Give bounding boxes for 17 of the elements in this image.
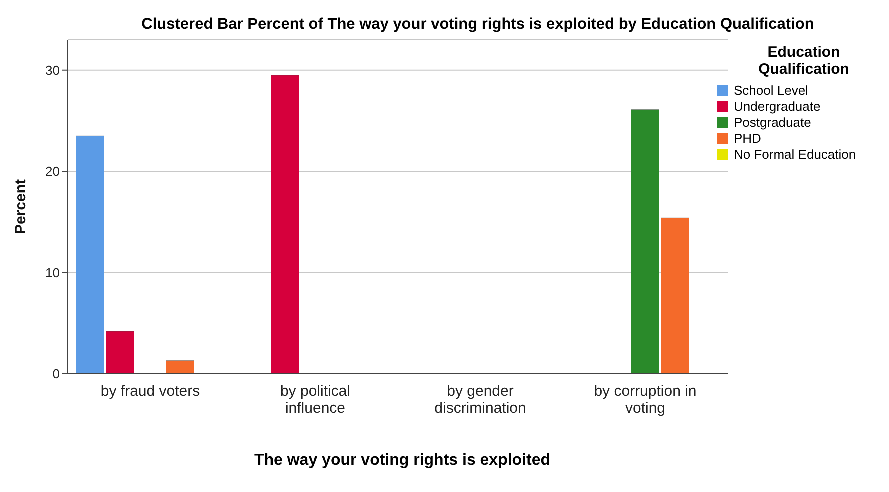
y-tick-label: 0 (52, 366, 60, 382)
y-tick-label: 30 (46, 62, 60, 78)
y-tick-label: 20 (46, 164, 60, 180)
y-axis-title: Percent (12, 179, 30, 235)
legend-label: PHD (734, 130, 762, 146)
x-tick-label: by political influence (280, 383, 351, 417)
legend-label: School Level (734, 82, 808, 98)
y-tick-label: 10 (46, 265, 60, 280)
x-tick-label: by fraud voters (100, 383, 200, 400)
legend-label: Postgraduate (734, 114, 812, 130)
legend-label: No Formal Education (734, 146, 856, 162)
legend-title: Education Qualification (758, 44, 850, 78)
x-tick-label: by corruption in voting (594, 383, 697, 417)
legend-label: Undergraduate (734, 98, 821, 114)
x-tick-label: by gender discrimination (434, 383, 526, 417)
chart-title: Clustered Bar Percent of The way your voting rights is exploited by Education Qualification (140, 16, 816, 34)
x-axis-title: The way your voting rights is exploited (253, 452, 552, 470)
